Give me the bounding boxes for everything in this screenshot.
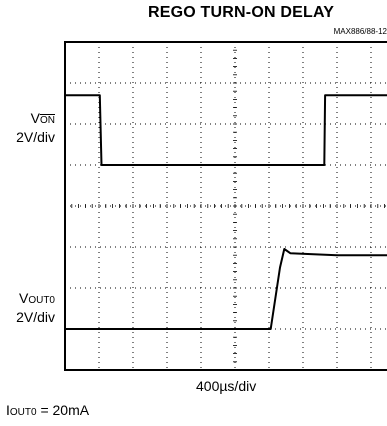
channel-label-vout0: VOUT0 2V/div bbox=[16, 290, 55, 326]
test-condition: IOUT0 = 20mA bbox=[6, 402, 89, 418]
von-scale-label: 2V/div bbox=[16, 129, 55, 145]
von-label-overline: ON bbox=[40, 115, 55, 126]
channel-label-von: VON 2V/div bbox=[16, 110, 55, 146]
traces bbox=[65, 94, 387, 330]
condition-prefix: I bbox=[6, 402, 10, 418]
graticule bbox=[64, 41, 387, 371]
time-scale-label: 400µs/div bbox=[196, 378, 257, 394]
trace-von bbox=[65, 94, 387, 166]
chart-title: REGO TURN-ON DELAY bbox=[148, 4, 335, 21]
von-label-prefix: V bbox=[30, 110, 40, 126]
vout0-scale-label: 2V/div bbox=[16, 309, 55, 325]
trace-vout0 bbox=[65, 248, 387, 330]
condition-suffix: = 20mA bbox=[36, 402, 90, 418]
vout0-label-prefix: V bbox=[18, 290, 29, 306]
vout0-label-subscript: OUT0 bbox=[28, 295, 55, 306]
figure-id: MAX886/88-12 bbox=[333, 27, 387, 36]
condition-subscript: OUT0 bbox=[9, 407, 37, 418]
